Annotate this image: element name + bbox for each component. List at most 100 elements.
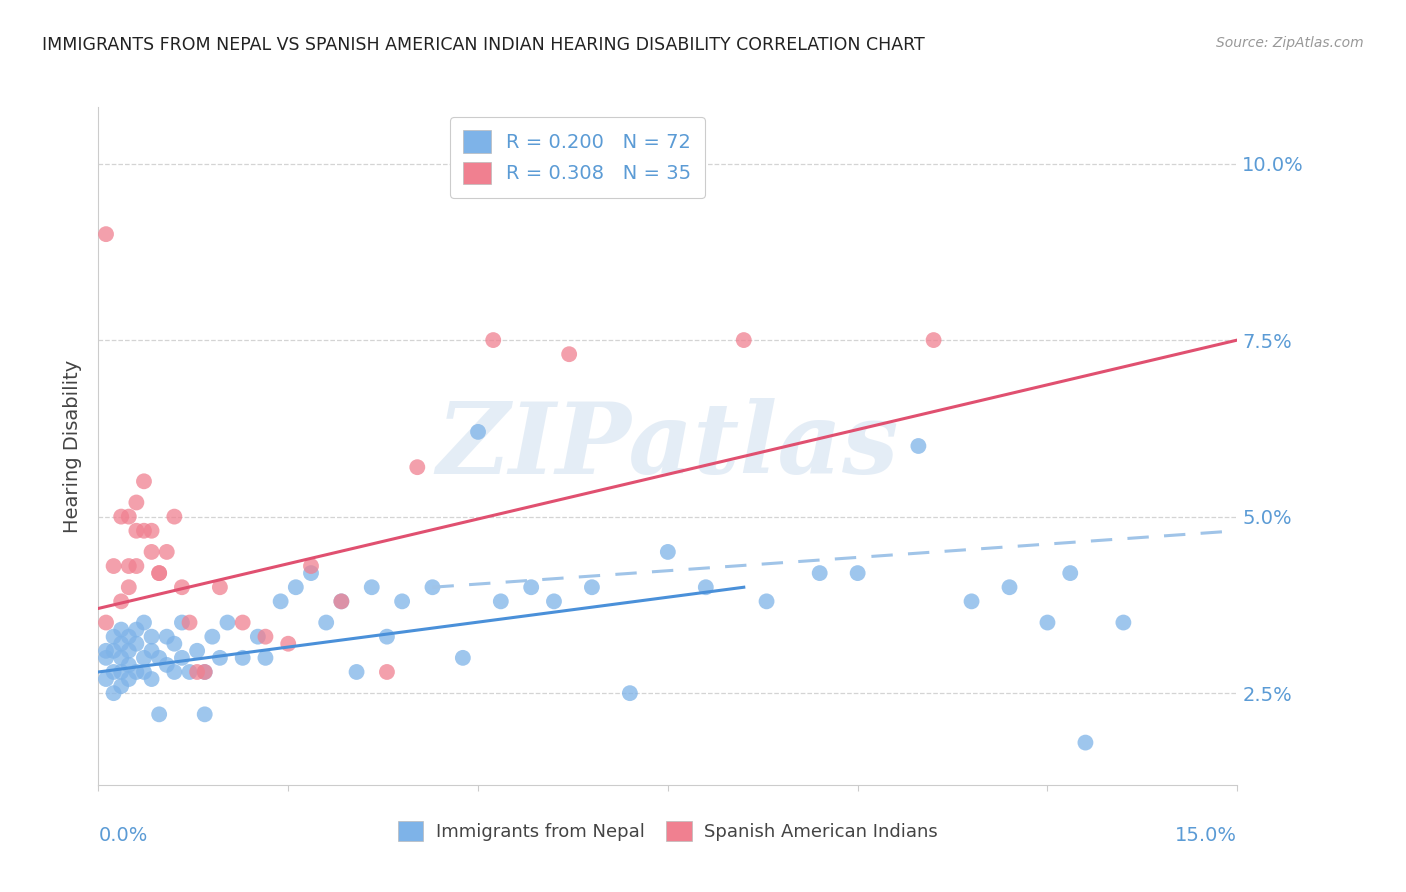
Point (103, 665, 125, 679)
Point (186, 644, 208, 658)
Point (103, 686, 125, 700)
Point (558, 347, 581, 361)
Point (110, 637, 132, 651)
Text: Source: ZipAtlas.com: Source: ZipAtlas.com (1216, 36, 1364, 50)
Point (156, 657, 179, 672)
Point (194, 707, 217, 722)
Point (125, 637, 148, 651)
Point (110, 651, 132, 665)
Point (118, 672, 141, 686)
Point (110, 623, 132, 637)
Text: ZIPatlas: ZIPatlas (437, 398, 898, 494)
Point (277, 637, 299, 651)
Point (391, 594, 413, 608)
Point (520, 580, 543, 594)
Point (907, 439, 929, 453)
Point (163, 509, 186, 524)
Point (118, 644, 141, 658)
Point (94, 651, 117, 665)
Point (246, 630, 269, 644)
Point (284, 580, 307, 594)
Point (170, 580, 193, 594)
Point (543, 594, 565, 608)
Point (156, 630, 179, 644)
Point (94, 227, 117, 242)
Point (254, 651, 277, 665)
Point (170, 651, 193, 665)
Point (141, 545, 163, 559)
Point (118, 509, 141, 524)
Point (254, 630, 277, 644)
Point (581, 580, 603, 594)
Point (125, 559, 148, 574)
Point (194, 665, 217, 679)
Point (125, 665, 148, 679)
Point (132, 615, 155, 630)
Point (619, 686, 641, 700)
Point (315, 615, 337, 630)
Point (299, 566, 322, 581)
Point (808, 566, 831, 581)
Point (132, 524, 155, 538)
Point (94, 672, 117, 686)
Point (163, 637, 186, 651)
Point (375, 630, 398, 644)
Point (1074, 735, 1097, 749)
Point (360, 580, 382, 594)
Point (482, 333, 505, 347)
Point (118, 657, 141, 672)
Point (922, 333, 945, 347)
Point (148, 566, 170, 581)
Point (186, 665, 208, 679)
Point (118, 580, 141, 594)
Point (132, 651, 155, 665)
Point (110, 509, 132, 524)
Point (179, 665, 201, 679)
Point (451, 651, 474, 665)
Point (489, 594, 512, 608)
Point (110, 679, 132, 693)
Point (194, 665, 217, 679)
Point (755, 594, 778, 608)
Point (132, 475, 155, 489)
Legend: Immigrants from Nepal, Spanish American Indians: Immigrants from Nepal, Spanish American … (389, 812, 946, 850)
Point (170, 615, 193, 630)
Point (132, 665, 155, 679)
Point (406, 460, 429, 475)
Point (422, 580, 444, 594)
Point (141, 524, 163, 538)
Text: 0.0%: 0.0% (98, 826, 148, 845)
Point (148, 651, 170, 665)
Point (1036, 615, 1059, 630)
Point (103, 630, 125, 644)
Point (1112, 615, 1135, 630)
Point (657, 545, 679, 559)
Point (156, 545, 179, 559)
Text: IMMIGRANTS FROM NEPAL VS SPANISH AMERICAN INDIAN HEARING DISABILITY CORRELATION : IMMIGRANTS FROM NEPAL VS SPANISH AMERICA… (42, 36, 925, 54)
Point (1059, 566, 1081, 581)
Text: 15.0%: 15.0% (1175, 826, 1237, 845)
Point (94, 615, 117, 630)
Point (208, 651, 231, 665)
Point (103, 559, 125, 574)
Point (118, 559, 141, 574)
Point (125, 495, 148, 509)
Point (217, 615, 239, 630)
Point (695, 580, 717, 594)
Point (141, 630, 163, 644)
Point (201, 630, 224, 644)
Point (125, 623, 148, 637)
Point (163, 665, 186, 679)
Point (94, 644, 117, 658)
Point (270, 594, 292, 608)
Point (148, 566, 170, 581)
Point (232, 615, 254, 630)
Point (208, 580, 231, 594)
Point (330, 594, 353, 608)
Point (299, 559, 322, 574)
Point (125, 524, 148, 538)
Point (998, 580, 1021, 594)
Point (179, 615, 201, 630)
Point (467, 425, 489, 439)
Point (110, 665, 132, 679)
